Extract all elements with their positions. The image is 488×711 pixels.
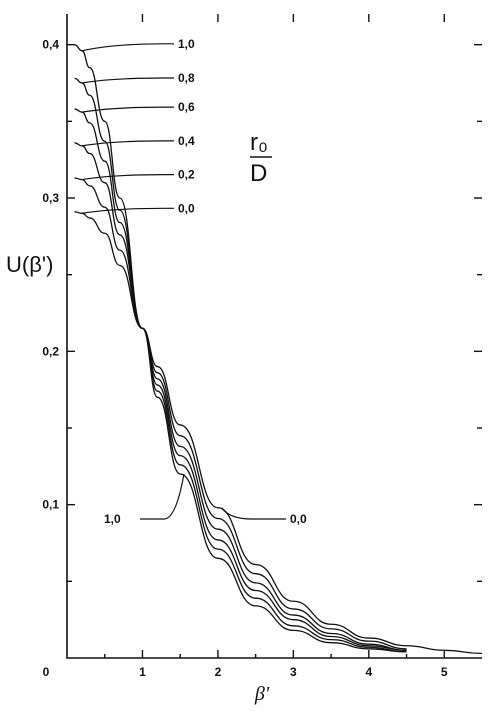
series-leader-0 [81, 43, 174, 52]
series-line-0 [74, 44, 407, 653]
series-leader-4 [81, 174, 174, 181]
series-label-2: 0,6 [178, 100, 195, 114]
series-label-5: 0,0 [178, 201, 195, 215]
y-tick-label-2: 0,3 [42, 191, 59, 205]
curves [74, 44, 483, 655]
y-axis-label: U(β') [6, 252, 53, 277]
x-tick-label-1: 1 [139, 665, 146, 679]
annotation-leader-1 [221, 507, 286, 520]
x-tick-label-4: 4 [365, 665, 372, 679]
y-tick-label-1: 0,2 [42, 344, 59, 358]
x-tick-label-2: 2 [215, 665, 222, 679]
legend-title-denominator: D [250, 160, 267, 187]
series-line-3 [74, 142, 407, 651]
series-leader-5 [81, 207, 174, 214]
legend-title: r₀ D [250, 129, 272, 187]
x-axis-label: β' [254, 683, 270, 705]
series-label-1: 0,8 [178, 71, 195, 85]
series-leader-2 [81, 106, 174, 113]
labels: 1,0 0,8 0,6 0,4 0,2 0,0 1,0 0,0 [81, 37, 307, 526]
series-leader-1 [81, 77, 174, 84]
y-tick-label-0: 0,1 [42, 498, 59, 512]
series-label-0: 1,0 [178, 37, 195, 51]
axis-frame [66, 14, 482, 659]
series-leader-3 [81, 140, 174, 147]
annotation-label-0: 1,0 [104, 512, 121, 526]
series-line-2 [74, 108, 407, 651]
axes: 1 2 3 4 5 0,1 0,2 0,3 0,4 [42, 14, 482, 679]
x-tick-label-3: 3 [290, 665, 297, 679]
series-line-5 [74, 211, 483, 655]
x-tick-label-5: 5 [441, 665, 448, 679]
annotation-leader-0 [140, 473, 185, 520]
series-line-1 [74, 77, 407, 653]
legend-title-numerator: r₀ [250, 129, 268, 156]
series-line-4 [74, 177, 407, 650]
series-label-4: 0,2 [178, 168, 195, 182]
annotation-label-1: 0,0 [290, 512, 307, 526]
y-tick-label-3: 0,4 [42, 38, 59, 52]
origin-label: 0 [43, 665, 50, 679]
series-label-3: 0,4 [178, 134, 195, 148]
